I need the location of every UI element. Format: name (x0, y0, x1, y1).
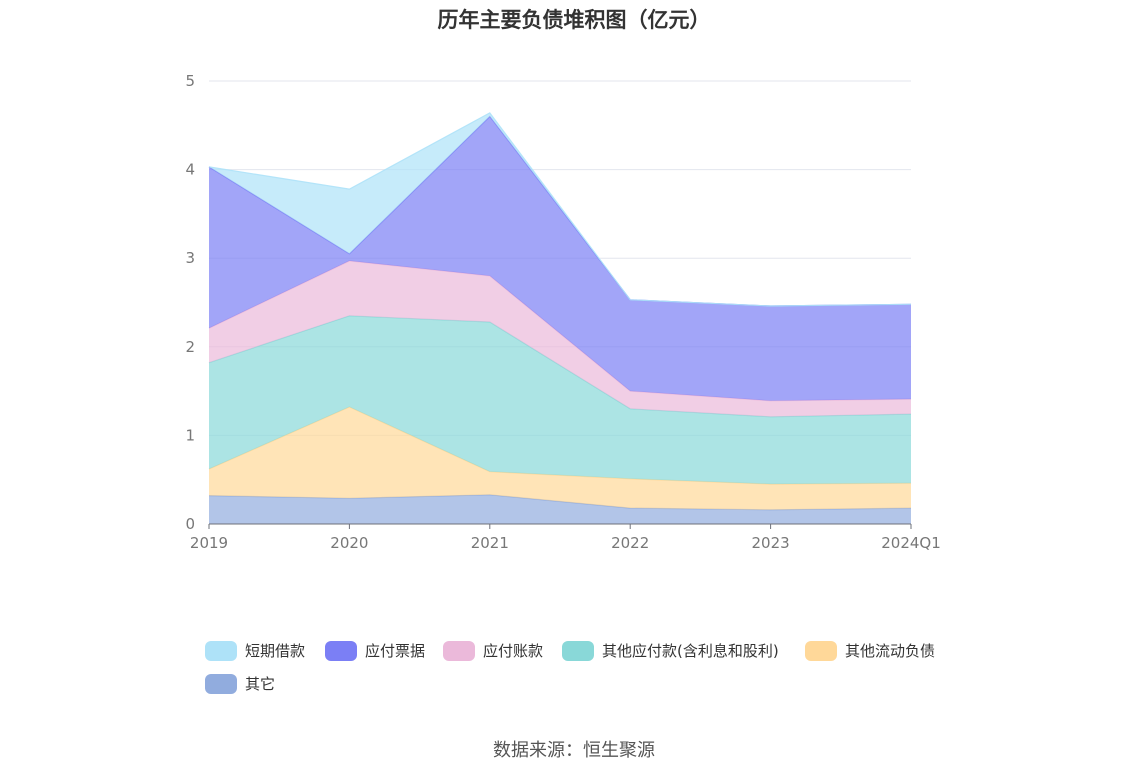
area-series-line (208, 494, 912, 511)
y-tick-label: 4 (185, 161, 195, 179)
y-tick-label: 3 (185, 249, 195, 267)
legend-item[interactable]: 短期借款 (205, 640, 305, 661)
legend-swatch (805, 640, 837, 661)
x-tick-label: 2019 (190, 534, 228, 552)
x-tick-label: 2023 (752, 534, 790, 552)
y-tick-label: 2 (185, 338, 195, 356)
legend-label: 其它 (245, 675, 276, 693)
legend-label: 短期借款 (245, 642, 306, 660)
chart-plot: 0 1 2 3 4 5 2019 2020 2021 2022 2023 2024Q1 (185, 72, 940, 552)
chart-title: 历年主要负债堆积图（亿元） (437, 8, 711, 32)
legend-label: 应付票据 (365, 642, 426, 660)
source-note: 数据来源：恒生聚源 (493, 740, 655, 761)
x-tick-label: 2021 (471, 534, 509, 552)
legend-item[interactable]: 其他流动负债 (805, 640, 935, 661)
legend-item[interactable]: 应付票据 (325, 640, 425, 661)
legend-swatch (443, 640, 475, 661)
x-tick-label: 2022 (611, 534, 649, 552)
area-series-line (208, 112, 912, 307)
axis-layer: 0 1 2 3 4 5 2019 2020 2021 2022 2023 2024Q1 (185, 72, 940, 552)
area-series (209, 116, 911, 401)
legend-item[interactable]: 应付账款 (443, 640, 543, 661)
legend-swatch (325, 640, 357, 661)
area-series (209, 112, 911, 307)
legend-label: 应付账款 (483, 642, 544, 660)
y-tick-label: 1 (185, 426, 195, 444)
x-tick-label: 2024Q1 (881, 534, 941, 552)
legend-swatch (562, 640, 594, 661)
y-tick-label: 5 (185, 72, 195, 90)
area-series (209, 494, 911, 524)
y-tick-label: 0 (185, 515, 195, 533)
legend-swatch (205, 673, 237, 694)
legend-item[interactable]: 其它 (205, 673, 275, 694)
area-layer (208, 112, 912, 524)
legend-label: 其他应付款(含利息和股利) (602, 642, 779, 660)
legend-label: 其他流动负债 (845, 642, 936, 660)
legend-item[interactable]: 其他应付款(含利息和股利) (562, 640, 779, 661)
area-series (209, 260, 911, 417)
legend-swatch (205, 640, 237, 661)
x-tick-label: 2020 (330, 534, 368, 552)
area-series (209, 407, 911, 510)
area-series (209, 315, 911, 485)
